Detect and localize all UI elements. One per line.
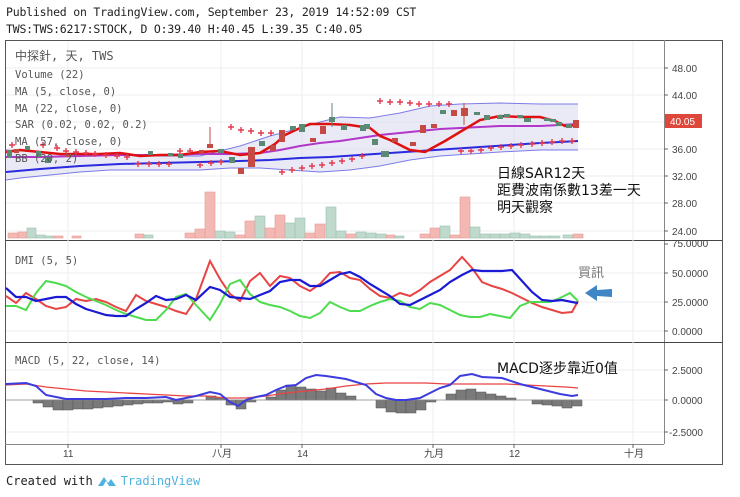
svg-text:11: 11 xyxy=(63,449,74,460)
svg-text:24.00: 24.00 xyxy=(672,227,697,238)
svg-text:MA (22, close, 0): MA (22, close, 0) xyxy=(15,103,122,115)
time-axis: 11 八月 14 九月 12 十月 xyxy=(63,444,644,460)
svg-text:SAR (0.02, 0.02, 0.2): SAR (0.02, 0.02, 0.2) xyxy=(15,119,148,131)
footer: Created with TradingView xyxy=(6,474,200,488)
svg-text:MA (5, close, 0): MA (5, close, 0) xyxy=(15,86,116,98)
ma57-line xyxy=(5,140,579,173)
svg-text:2.5000: 2.5000 xyxy=(672,366,703,377)
candlesticks xyxy=(7,103,579,174)
tradingview-logo-icon xyxy=(97,477,116,486)
price-legend: 中探針, 天, TWS Volume (22) MA (5, close, 0)… xyxy=(15,48,148,165)
last-price-label: 40.05 xyxy=(670,117,695,128)
symbol-title: 中探針, 天, TWS xyxy=(15,48,114,63)
svg-text:28.00: 28.00 xyxy=(672,199,697,210)
svg-text:32.00: 32.00 xyxy=(672,172,697,183)
svg-text:0.0000: 0.0000 xyxy=(672,396,703,407)
sar-annotation: 日線SAR12天 距費波南係數13差一天 明天觀察 xyxy=(497,166,641,216)
dmi-legend: DMI (5, 5) xyxy=(15,255,78,267)
svg-text:八月: 八月 xyxy=(212,448,232,460)
price-grid xyxy=(6,41,664,444)
chart-canvas[interactable]: 48.00 44.00 36.00 32.00 28.00 24.00 40.0… xyxy=(0,0,740,470)
svg-text:50.0000: 50.0000 xyxy=(672,269,709,280)
svg-text:25.0000: 25.0000 xyxy=(672,298,709,309)
svg-text:48.00: 48.00 xyxy=(672,64,697,75)
svg-text:44.00: 44.00 xyxy=(672,91,697,102)
svg-text:0.0000: 0.0000 xyxy=(672,327,703,338)
last-price-badge xyxy=(665,114,702,128)
svg-text:75.0000: 75.0000 xyxy=(672,239,709,250)
svg-text:MA (57, close, 0): MA (57, close, 0) xyxy=(15,136,122,148)
svg-text:36.00: 36.00 xyxy=(672,145,697,156)
dmi-axis: 75.0000 50.0000 25.0000 0.0000 xyxy=(664,239,709,338)
svg-text:Volume (22): Volume (22) xyxy=(15,69,85,81)
macd-axis: 2.5000 0.0000 -2.5000 xyxy=(664,366,703,439)
svg-text:距費波南係數13差一天: 距費波南係數13差一天 xyxy=(497,183,641,199)
bollinger-band xyxy=(6,103,578,180)
svg-text:-2.5000: -2.5000 xyxy=(669,428,703,439)
arrow-left-icon xyxy=(585,285,612,301)
macd-annotation: MACD逐步靠近0值 xyxy=(497,361,618,377)
svg-text:14: 14 xyxy=(297,449,309,460)
volume-bars xyxy=(7,191,584,239)
dmi-plus-di-line xyxy=(6,278,579,322)
svg-text:日線SAR12天: 日線SAR12天 xyxy=(497,166,585,182)
svg-text:明天觀察: 明天觀察 xyxy=(497,199,553,216)
price-axis: 48.00 44.00 36.00 32.00 28.00 24.00 xyxy=(664,64,697,238)
dmi-minus-di-line xyxy=(5,255,579,316)
tradingview-link[interactable]: TradingView xyxy=(120,474,201,488)
macd-signal-line xyxy=(5,382,579,399)
svg-text:十月: 十月 xyxy=(624,447,644,460)
created-with-label: Created with xyxy=(6,474,93,488)
svg-text:BB (20, 2): BB (20, 2) xyxy=(15,153,78,165)
svg-text:九月: 九月 xyxy=(424,448,444,460)
svg-text:12: 12 xyxy=(509,449,521,460)
symbol-ohlc-header: TWS:TWS:6217:STOCK, D O:39.40 H:40.45 L:… xyxy=(6,22,363,36)
sar-dots xyxy=(9,98,575,175)
published-header: Published on TradingView.com, September … xyxy=(6,5,417,19)
macd-legend: MACD (5, 22, close, 14) xyxy=(15,355,160,367)
dmi-adx-line xyxy=(5,268,579,318)
buy-signal-annotation: 買訊 xyxy=(578,266,604,281)
macd-line xyxy=(5,372,579,408)
